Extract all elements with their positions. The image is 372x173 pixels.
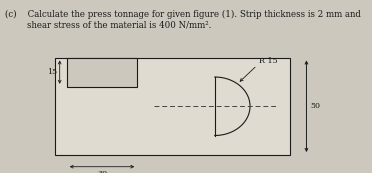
Bar xyxy=(67,57,137,87)
Text: shear stress of the material is 400 N/mm².: shear stress of the material is 400 N/mm… xyxy=(5,20,211,29)
Text: 15: 15 xyxy=(46,68,57,76)
Text: (c)    Calculate the press tonnage for given figure (1). Strip thickness is 2 mm: (c) Calculate the press tonnage for give… xyxy=(5,10,361,19)
Text: 30: 30 xyxy=(97,170,107,173)
FancyBboxPatch shape xyxy=(55,57,290,155)
Text: R 15: R 15 xyxy=(259,57,278,65)
Text: 50: 50 xyxy=(311,102,320,110)
